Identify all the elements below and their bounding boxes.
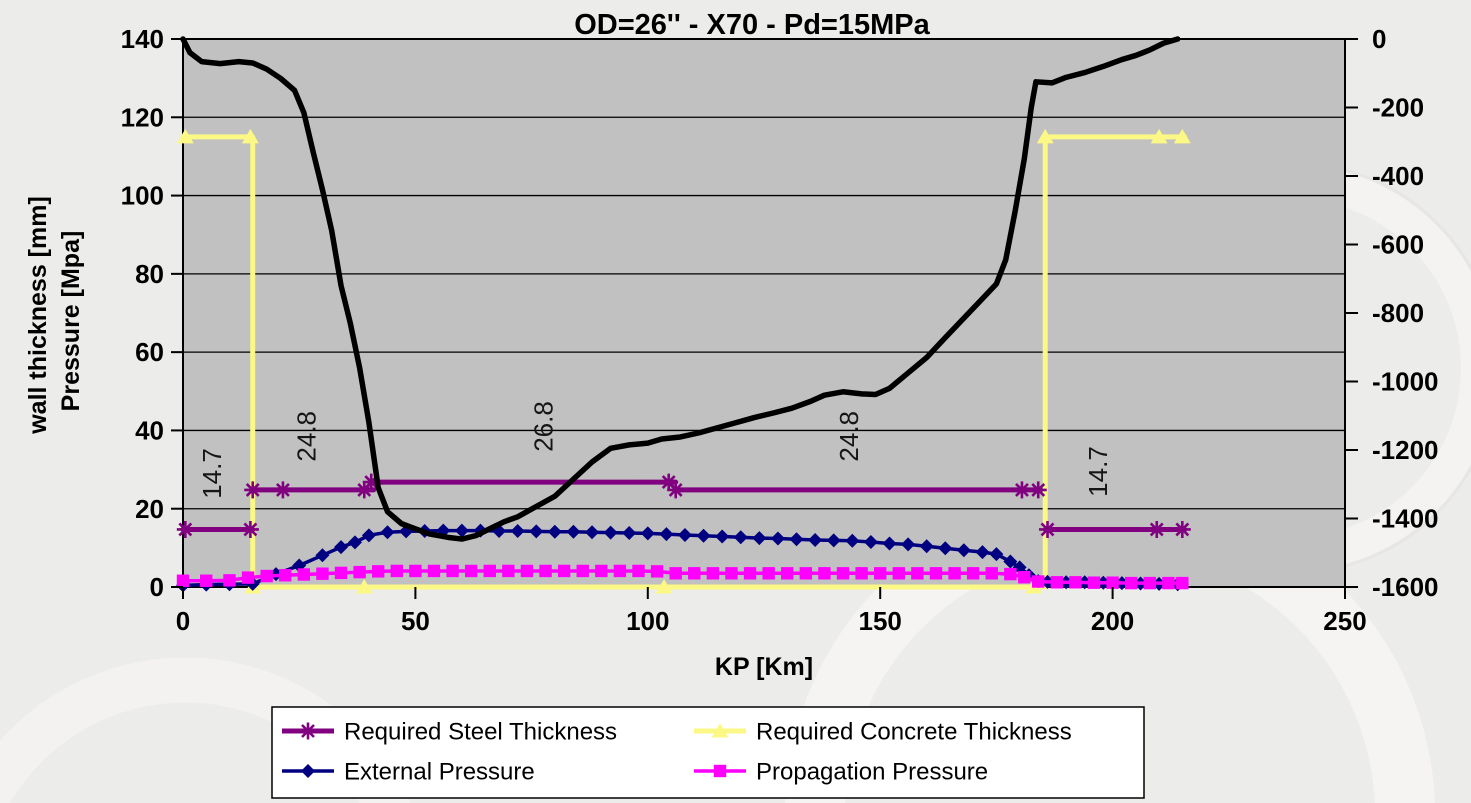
y-right-tick-label: -1200: [1372, 435, 1439, 465]
axis-ticks: [171, 38, 1358, 599]
plot-area: 0 20 40 60 80 100 120 140 0 -200 -400 -600 -800 -1000…: [121, 24, 1439, 636]
y-right-tick-label: -200: [1372, 93, 1424, 123]
legend-item-propagation-pressure: Propagation Pressure: [694, 758, 988, 785]
x-tick-label: 100: [626, 606, 669, 636]
x-axis-title: KP [Km]: [715, 653, 813, 681]
series-required-steel-thickness: [176, 473, 1191, 538]
legend-item-external-pressure: External Pressure: [282, 758, 535, 785]
thickness-annotations: 14.7 24.8 26.8 24.8 14.7: [197, 401, 1113, 499]
y-right-tick-label: -1000: [1372, 367, 1439, 397]
x-tick-label: 50: [401, 606, 430, 636]
y-right-tick-label: -1600: [1372, 572, 1439, 602]
tick-labels: 0 20 40 60 80 100 120 140 0 -200 -400 -600 -800 -1000…: [121, 24, 1439, 636]
series-propagation-pressure: [176, 564, 1189, 590]
y-right-tick-label: -400: [1372, 161, 1424, 191]
annotation-label: 24.8: [292, 411, 322, 462]
annotation-label: 26.8: [528, 401, 558, 452]
y-right-tick-label: 0: [1372, 24, 1386, 54]
y-left-tick-label: 120: [121, 102, 164, 132]
x-tick-label: 0: [176, 606, 190, 636]
legend-item-label: Required Concrete Thickness: [756, 718, 1072, 745]
y-left-tick-label: 60: [135, 337, 164, 367]
y-left-tick-label: 0: [150, 572, 164, 602]
annotation-label: 14.7: [1083, 446, 1113, 497]
legend-item-label: External Pressure: [344, 758, 535, 785]
legend: Required Steel Thickness Required Concret…: [271, 706, 1145, 799]
y-axis-title-line1: wall thickness [mm]: [24, 196, 52, 435]
y-right-tick-label: -600: [1372, 230, 1424, 260]
x-tick-label: 250: [1323, 606, 1366, 636]
y-right-tick-label: -800: [1372, 298, 1424, 328]
legend-item-label: Required Steel Thickness: [344, 718, 617, 745]
x-tick-label: 150: [859, 606, 902, 636]
watermark-ring: [0, 657, 411, 803]
legend-box: [271, 706, 1145, 799]
legend-item-label: Propagation Pressure: [756, 758, 988, 785]
y-left-tick-label: 20: [135, 494, 164, 524]
chart-title: OD=26'' - X70 - Pd=15MPa: [574, 9, 930, 41]
legend-item-required-concrete-thickness: Required Concrete Thickness: [694, 718, 1072, 745]
annotation-label: 24.8: [834, 411, 864, 462]
y-left-tick-label: 100: [121, 181, 164, 211]
legend-item-required-steel-thickness: Required Steel Thickness: [282, 718, 617, 745]
annotation-label: 14.7: [197, 448, 227, 499]
y-right-tick-label: -1400: [1372, 504, 1439, 534]
series-water-depth-profile: [180, 36, 1181, 542]
plot-background: [183, 39, 1345, 587]
y-axis-title-line2: Pressure [Mpa]: [57, 231, 85, 412]
y-left-tick-label: 140: [121, 24, 164, 54]
y-left-tick-label: 80: [135, 259, 164, 289]
x-tick-label: 200: [1091, 606, 1134, 636]
y-left-tick-label: 40: [135, 416, 164, 446]
